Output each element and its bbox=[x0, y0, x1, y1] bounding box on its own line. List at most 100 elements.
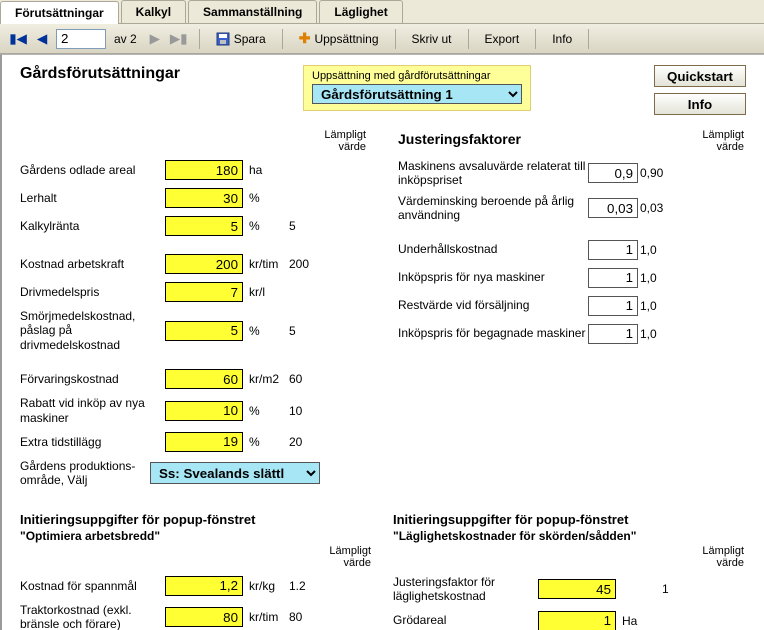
nav-prev-icon[interactable]: ◀ bbox=[32, 29, 52, 49]
nav-next-icon[interactable]: ▶ bbox=[145, 29, 165, 49]
row-rabatt: Rabatt vid inköp av nya maskiner % 10 bbox=[20, 396, 368, 425]
row-forvaring: Förvaringskostnad kr/m2 60 bbox=[20, 368, 368, 390]
grodareal-input[interactable] bbox=[538, 611, 616, 630]
quickstart-button[interactable]: Quickstart bbox=[654, 65, 746, 87]
row-unit: % bbox=[243, 435, 287, 449]
row-label: Justeringsfaktor för läglighetskostnad bbox=[393, 575, 538, 604]
row-ref: 5 bbox=[287, 324, 321, 338]
row-unit: % bbox=[243, 219, 287, 233]
setup-label: Uppsättning bbox=[314, 32, 378, 46]
lampligt-header-left: Lämpligtvärde bbox=[20, 129, 368, 153]
lampligt-header-right: Lämpligtvärde bbox=[702, 129, 746, 153]
lampligt-header-pr: Lämpligtvärde bbox=[393, 545, 746, 569]
row-kalkylranta: Kalkylränta % 5 bbox=[20, 215, 368, 237]
row-ref: 1.2 bbox=[287, 579, 321, 593]
row-label: Extra tidstillägg bbox=[20, 435, 165, 449]
config-select[interactable]: Gårdsförutsättning 1 bbox=[312, 84, 522, 104]
nav-current-input[interactable] bbox=[56, 29, 106, 49]
row-ref: 80 bbox=[287, 610, 321, 624]
inkop-nya-input[interactable] bbox=[588, 268, 638, 288]
row-unit: kr/tim bbox=[243, 610, 287, 624]
tab-kalkyl[interactable]: Kalkyl bbox=[121, 0, 186, 23]
row-label: Restvärde vid försäljning bbox=[398, 298, 588, 312]
row-label: Kostnad för spannmål bbox=[20, 579, 165, 593]
lampligt-header-pl: Lämpligtvärde bbox=[20, 545, 373, 569]
row-ref: 1 bbox=[660, 582, 694, 596]
setup-button[interactable]: ✚ Uppsättning bbox=[293, 28, 385, 49]
row-label: Inköpspris för nya maskiner bbox=[398, 270, 588, 284]
popup-right: Initieringsuppgifter för popup-fönstret … bbox=[393, 502, 746, 630]
extra-input[interactable] bbox=[165, 432, 243, 452]
forvaring-input[interactable] bbox=[165, 369, 243, 389]
row-ref: 1,0 bbox=[638, 271, 672, 285]
row-ref: 200 bbox=[287, 257, 321, 271]
nav-last-icon[interactable]: ▶▮ bbox=[169, 29, 189, 49]
print-button[interactable]: Skriv ut bbox=[406, 30, 458, 48]
row-unit: kr/m2 bbox=[243, 372, 287, 386]
row-label: Smörjmedelskostnad, påslag på drivmedels… bbox=[20, 309, 165, 352]
row-avsaluvarde: Maskinens avsaluvärde relaterat till ink… bbox=[398, 159, 746, 188]
drivmedel-input[interactable] bbox=[165, 282, 243, 302]
info-button[interactable]: Info bbox=[546, 30, 578, 48]
areal-input[interactable] bbox=[165, 160, 243, 180]
avsaluvarde-input[interactable] bbox=[588, 163, 638, 183]
row-ref: 5 bbox=[287, 219, 321, 233]
kalkylranta-input[interactable] bbox=[165, 216, 243, 236]
info-side-button[interactable]: Info bbox=[654, 93, 746, 115]
row-label: Kostnad arbetskraft bbox=[20, 257, 165, 271]
row-ref: 1,0 bbox=[638, 299, 672, 313]
save-label: Spara bbox=[234, 32, 266, 46]
row-label: Maskinens avsaluvärde relaterat till ink… bbox=[398, 159, 588, 188]
restvarde-input[interactable] bbox=[588, 296, 638, 316]
row-label: Gårdens odlade areal bbox=[20, 163, 165, 177]
row-unit: kr/kg bbox=[243, 579, 287, 593]
nav-of-text: av 2 bbox=[114, 32, 137, 46]
left-column: Lämpligtvärde Gårdens odlade areal ha Le… bbox=[20, 129, 368, 494]
right-column: Justeringsfaktorer Lämpligtvärde Maskine… bbox=[398, 129, 746, 494]
justering-header: Justeringsfaktorer bbox=[398, 131, 521, 147]
row-areal: Gårdens odlade areal ha bbox=[20, 159, 368, 181]
row-label: Drivmedelspris bbox=[20, 285, 165, 299]
arbetskraft-input[interactable] bbox=[165, 254, 243, 274]
traktor-input[interactable] bbox=[165, 607, 243, 627]
row-unit: ha bbox=[243, 163, 287, 177]
plus-icon: ✚ bbox=[299, 30, 311, 47]
tab-forutsattningar[interactable]: Förutsättningar bbox=[0, 1, 119, 24]
nav-first-icon[interactable]: ▮◀ bbox=[8, 29, 28, 49]
config-label: Uppsättning med gårdförutsättningar bbox=[312, 70, 522, 82]
row-ref: 1,0 bbox=[638, 243, 672, 257]
row-unit: kr/tim bbox=[243, 257, 287, 271]
tab-bar: Förutsättningar Kalkyl Sammanställning L… bbox=[0, 0, 764, 24]
row-ref: 20 bbox=[287, 435, 321, 449]
toolbar: ▮◀ ◀ av 2 ▶ ▶▮ Spara ✚ Uppsättning Skriv… bbox=[0, 24, 764, 54]
tab-sammanstallning[interactable]: Sammanställning bbox=[188, 0, 317, 23]
tab-laglighet[interactable]: Läglighet bbox=[319, 0, 402, 23]
row-underhall: Underhållskostnad 1,0 bbox=[398, 239, 746, 261]
popup-right-sub: "Läglighetskostnader för skörden/sådden" bbox=[393, 529, 746, 543]
export-button[interactable]: Export bbox=[479, 30, 526, 48]
row-unit: % bbox=[243, 324, 287, 338]
vardeminsk-input[interactable] bbox=[588, 198, 638, 218]
region-select[interactable]: Ss: Svealands slättl bbox=[150, 462, 320, 484]
content-area: Gårdsförutsättningar Uppsättning med går… bbox=[0, 54, 764, 630]
row-lerhalt: Lerhalt % bbox=[20, 187, 368, 209]
row-label: Underhållskostnad bbox=[398, 242, 588, 256]
justfaktor-input[interactable] bbox=[538, 579, 616, 599]
row-region: Gårdens produktions- område, Välj Ss: Sv… bbox=[20, 459, 368, 488]
spannmal-input[interactable] bbox=[165, 576, 243, 596]
row-smorjmedel: Smörjmedelskostnad, påslag på drivmedels… bbox=[20, 309, 368, 352]
row-unit: % bbox=[243, 404, 287, 418]
row-restvarde: Restvärde vid försäljning 1,0 bbox=[398, 295, 746, 317]
row-inkop-begag: Inköpspris för begagnade maskiner 1,0 bbox=[398, 323, 746, 345]
rabatt-input[interactable] bbox=[165, 401, 243, 421]
popup-left: Initieringsuppgifter för popup-fönstret … bbox=[20, 502, 373, 630]
inkop-begag-input[interactable] bbox=[588, 324, 638, 344]
save-button[interactable]: Spara bbox=[210, 30, 272, 48]
lerhalt-input[interactable] bbox=[165, 188, 243, 208]
row-label: Lerhalt bbox=[20, 191, 165, 205]
row-unit: kr/l bbox=[243, 285, 287, 299]
popup-left-title: Initieringsuppgifter för popup-fönstret bbox=[20, 512, 373, 527]
row-label: Inköpspris för begagnade maskiner bbox=[398, 326, 588, 340]
smorjmedel-input[interactable] bbox=[165, 321, 243, 341]
underhall-input[interactable] bbox=[588, 240, 638, 260]
